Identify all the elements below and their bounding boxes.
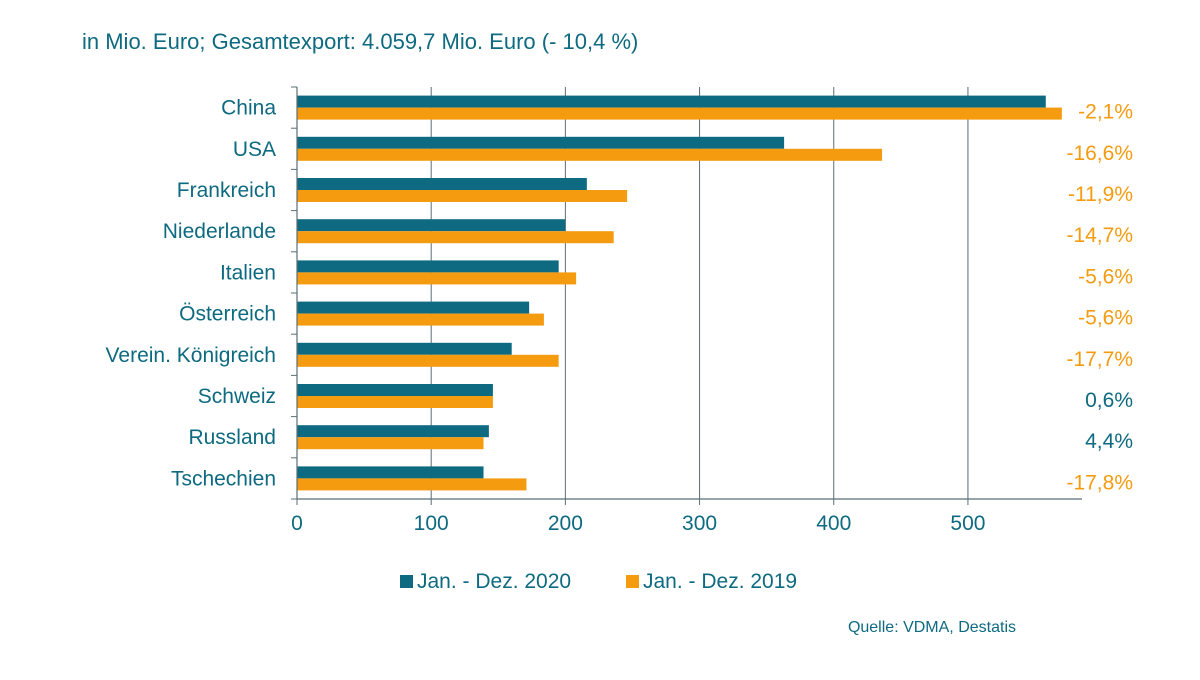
category-label: Italien xyxy=(220,261,276,284)
legend-swatch xyxy=(400,575,413,588)
change-label: -5,6% xyxy=(1078,307,1133,330)
chart-title: in Mio. Euro; Gesamtexport: 4.059,7 Mio.… xyxy=(82,29,638,54)
axes xyxy=(291,86,1082,505)
bar-2019 xyxy=(297,107,1062,120)
category-label: Österreich xyxy=(179,303,276,326)
change-label: 4,4% xyxy=(1085,430,1133,453)
category-label: Verein. Königreich xyxy=(106,344,276,367)
bar-2019 xyxy=(297,354,559,367)
bar-2019 xyxy=(297,148,883,161)
x-tick-label: 200 xyxy=(548,512,583,535)
change-label: -17,8% xyxy=(1066,471,1133,494)
x-tick-label: 500 xyxy=(950,512,985,535)
x-tick-labels: 0 100 200 300 400 500 xyxy=(291,512,985,535)
bar-2019 xyxy=(297,437,484,450)
bar-2019 xyxy=(297,396,493,408)
x-tick-label: 100 xyxy=(414,512,449,535)
category-label: Russland xyxy=(188,426,276,449)
bar-2020 xyxy=(297,301,530,314)
bar-2020 xyxy=(297,384,493,396)
bar-2020 xyxy=(297,95,1046,108)
legend-label: Jan. - Dez. 2020 xyxy=(417,570,571,593)
bar-2020 xyxy=(297,425,489,438)
change-label: -17,7% xyxy=(1066,348,1133,371)
category-label: USA xyxy=(233,138,276,161)
category-label: Schweiz xyxy=(198,385,276,408)
bar-2019 xyxy=(297,190,628,202)
chart-source: Quelle: VDMA, Destatis xyxy=(848,619,1016,636)
change-label: -11,9% xyxy=(1068,183,1133,206)
category-label: Tschechien xyxy=(171,467,276,490)
bar-2020 xyxy=(297,136,785,149)
bar-2020 xyxy=(297,466,484,479)
x-tick-label: 400 xyxy=(816,512,851,535)
category-label: Niederlande xyxy=(163,220,276,243)
change-labels: -2,1% -16,6% -11,9% -14,7% -5,6% -5,6% -17,7% 0… xyxy=(1066,101,1133,495)
bars xyxy=(297,95,1062,491)
bar-2019 xyxy=(297,478,527,491)
category-labels: China USA Frankreich Niederlande Italien Öste… xyxy=(106,97,277,491)
bar-2020 xyxy=(297,260,559,273)
legend: Jan. - Dez. 2020 Jan. - Dez. 2019 xyxy=(400,570,797,593)
change-label: -14,7% xyxy=(1066,224,1133,247)
category-label: Frankreich xyxy=(177,179,276,202)
bar-2020 xyxy=(297,219,566,232)
change-label: -16,6% xyxy=(1066,142,1133,165)
bar-2019 xyxy=(297,231,614,244)
change-label: 0,6% xyxy=(1085,389,1133,412)
bar-2020 xyxy=(297,178,587,190)
change-label: -2,1% xyxy=(1078,101,1133,124)
bar-2020 xyxy=(297,342,512,355)
legend-label: Jan. - Dez. 2019 xyxy=(643,570,797,593)
x-tick-label: 0 xyxy=(291,512,303,535)
category-label: China xyxy=(221,97,276,120)
legend-swatch xyxy=(626,575,639,588)
bar-2019 xyxy=(297,272,577,285)
bar-2019 xyxy=(297,313,544,326)
x-tick-label: 300 xyxy=(682,512,717,535)
change-label: -5,6% xyxy=(1078,265,1133,288)
